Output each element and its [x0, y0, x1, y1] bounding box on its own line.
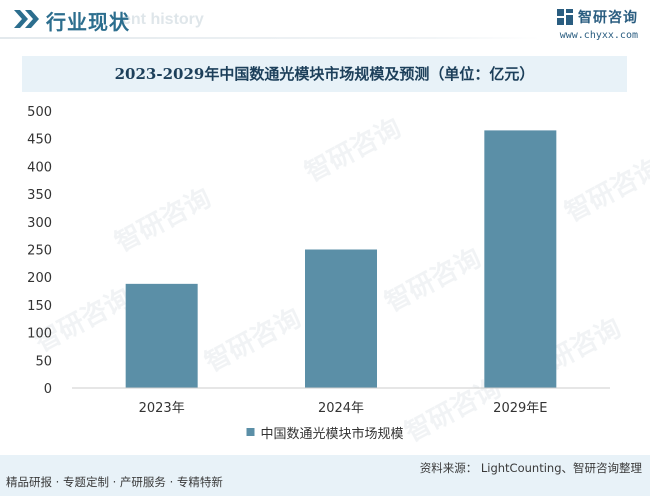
chart-title: 2023-2029年中国数通光模块市场规模及预测（单位：亿元） — [114, 65, 535, 83]
x-tick-label: 2023年 — [139, 401, 185, 416]
y-tick-label: 500 — [27, 105, 52, 120]
source-note: 资料来源： LightCounting、智研咨询整理 — [419, 461, 642, 475]
y-tick-label: 50 — [35, 354, 52, 369]
double-chevron-icon — [14, 10, 39, 28]
x-tick-label: 2024年 — [318, 401, 364, 416]
chart-title-bar: 2023-2029年中国数通光模块市场规模及预测（单位：亿元） — [22, 56, 627, 92]
footer: 精品研报 · 专题定制 · 产研服务 · 专精特新 资料来源： LightCou… — [0, 455, 650, 496]
legend-label: 中国数通光模块市场规模 — [261, 426, 404, 442]
bar-chart: 0 50 100 150 200 250 300 350 400 450 500 2023年 2024… — [27, 105, 610, 442]
bars — [125, 130, 557, 388]
legend-swatch — [246, 428, 255, 436]
y-tick-label: 250 — [27, 244, 52, 259]
y-tick-label: 200 — [27, 271, 52, 286]
brand-name: 智研咨询 — [578, 9, 638, 26]
y-axis: 0 50 100 150 200 250 300 350 400 450 500 — [27, 105, 52, 397]
y-tick-label: 0 — [44, 382, 52, 397]
y-tick-label: 150 — [27, 299, 52, 314]
y-tick-label: 450 — [27, 133, 52, 148]
section-title: 行业现状 — [46, 10, 130, 34]
y-tick-label: 300 — [27, 216, 52, 231]
legend: 中国数通光模块市场规模 — [246, 426, 404, 442]
brand-url: www.chyxx.com — [559, 29, 638, 41]
bar-1 — [305, 249, 377, 388]
header: ent history 行业现状 智研咨询 www.chyxx.com — [0, 0, 650, 50]
y-tick-label: 350 — [27, 188, 52, 203]
brand-logo-icon — [556, 8, 573, 25]
section-subtitle: ent history — [122, 11, 204, 28]
bar-2 — [484, 130, 557, 388]
header-divider — [0, 37, 540, 39]
bar-0 — [125, 283, 198, 388]
x-axis: 2023年 2024年 2029年E — [139, 401, 548, 416]
x-tick-label: 2029年E — [493, 401, 547, 416]
footer-services: 精品研报 · 专题定制 · 产研服务 · 专精特新 — [6, 475, 223, 489]
brand: 智研咨询 www.chyxx.com — [556, 6, 638, 41]
y-tick-label: 100 — [27, 327, 52, 342]
y-tick-label: 400 — [27, 160, 52, 175]
